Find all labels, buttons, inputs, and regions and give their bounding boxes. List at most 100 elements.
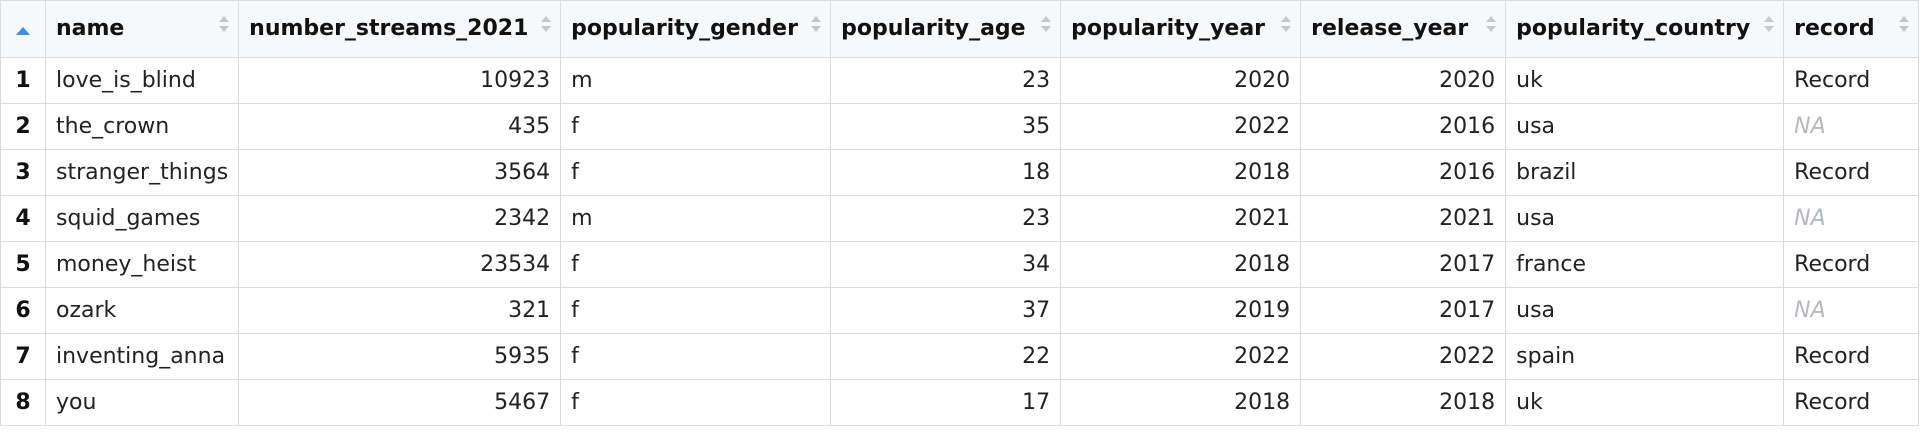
row-index-header[interactable] <box>0 0 46 58</box>
column-header-popularity-age[interactable]: popularity_age <box>830 0 1062 58</box>
table-cell: 2018 <box>1060 241 1302 288</box>
column-header-popularity-year[interactable]: popularity_year <box>1060 0 1302 58</box>
table-row: 5 money_heist 23534 f 34 2018 2017 france Record <box>0 241 1920 288</box>
table-cell: usa <box>1505 195 1785 242</box>
table-cell: m <box>560 57 832 104</box>
table-cell: f <box>560 103 832 150</box>
cell-na: NA <box>1783 287 1920 334</box>
table-cell: 2022 <box>1300 333 1507 380</box>
sort-ascending-icon <box>16 27 30 35</box>
table-cell: usa <box>1505 287 1785 334</box>
table-cell: stranger_things <box>44 149 240 196</box>
column-header-release-year[interactable]: release_year <box>1300 0 1507 58</box>
column-header-name[interactable]: name <box>44 0 240 58</box>
row-index: 7 <box>0 333 46 380</box>
table-cell: 23 <box>830 195 1062 242</box>
table-cell: Record <box>1783 379 1920 426</box>
table-cell: 2021 <box>1060 195 1302 242</box>
column-header-label: popularity_age <box>841 16 1026 41</box>
table-cell: Record <box>1783 57 1920 104</box>
sort-toggle-icon[interactable] <box>1899 16 1910 36</box>
table-cell: usa <box>1505 103 1785 150</box>
column-header-label: number_streams_2021 <box>249 16 529 41</box>
table-cell: brazil <box>1505 149 1785 196</box>
table-cell: 2017 <box>1300 287 1507 334</box>
table-cell: 5935 <box>238 333 562 380</box>
table-cell: 2020 <box>1060 57 1302 104</box>
table-cell: 2022 <box>1060 333 1302 380</box>
table-body: 1 love_is_blind 10923 m 23 2020 2020 uk Record 2 t… <box>0 57 1920 426</box>
table-cell: 2022 <box>1060 103 1302 150</box>
data-table: name number_streams_2021 popularity_gend… <box>0 0 1920 426</box>
table-cell: love_is_blind <box>44 57 240 104</box>
table-row: 7 inventing_anna 5935 f 22 2022 2022 spain Recor… <box>0 333 1920 380</box>
column-header-record[interactable]: record <box>1783 0 1920 58</box>
column-header-label: name <box>56 16 125 41</box>
table-row: 1 love_is_blind 10923 m 23 2020 2020 uk Record <box>0 57 1920 104</box>
table-cell: Record <box>1783 241 1920 288</box>
table-cell: uk <box>1505 379 1785 426</box>
row-index: 3 <box>0 149 46 196</box>
table-cell: 2018 <box>1060 379 1302 426</box>
table-cell: 2021 <box>1300 195 1507 242</box>
table-cell: 2020 <box>1300 57 1507 104</box>
table-cell: f <box>560 149 832 196</box>
column-header-label: popularity_country <box>1516 16 1751 41</box>
table-cell: the_crown <box>44 103 240 150</box>
header-row: name number_streams_2021 popularity_gend… <box>0 0 1920 58</box>
table-cell: m <box>560 195 832 242</box>
table-row: 3 stranger_things 3564 f 18 2018 2016 brazil Rec… <box>0 149 1920 196</box>
table-cell: money_heist <box>44 241 240 288</box>
table-cell: 17 <box>830 379 1062 426</box>
sort-toggle-icon[interactable] <box>1041 16 1052 36</box>
table-cell: 2018 <box>1300 379 1507 426</box>
column-header-popularity-gender[interactable]: popularity_gender <box>560 0 832 58</box>
table-cell: f <box>560 379 832 426</box>
column-header-number-streams-2021[interactable]: number_streams_2021 <box>238 0 562 58</box>
table-cell: 435 <box>238 103 562 150</box>
cell-na: NA <box>1783 103 1920 150</box>
table-cell: 10923 <box>238 57 562 104</box>
table-cell: 2016 <box>1300 103 1507 150</box>
table-cell: spain <box>1505 333 1785 380</box>
column-header-label: record <box>1794 16 1875 41</box>
table-cell: 37 <box>830 287 1062 334</box>
table-cell: 5467 <box>238 379 562 426</box>
table-cell: 2016 <box>1300 149 1507 196</box>
table-cell: 22 <box>830 333 1062 380</box>
table-cell: f <box>560 287 832 334</box>
table-cell: 2019 <box>1060 287 1302 334</box>
table-cell: Record <box>1783 333 1920 380</box>
sort-toggle-icon[interactable] <box>1486 16 1497 36</box>
sort-toggle-icon[interactable] <box>541 16 552 36</box>
table-cell: 2017 <box>1300 241 1507 288</box>
column-header-label: release_year <box>1311 16 1469 41</box>
table-cell: 2342 <box>238 195 562 242</box>
table-row: 2 the_crown 435 f 35 2022 2016 usa NA <box>0 103 1920 150</box>
row-index: 2 <box>0 103 46 150</box>
sort-toggle-icon[interactable] <box>811 16 822 36</box>
row-index: 6 <box>0 287 46 334</box>
table-cell: f <box>560 333 832 380</box>
row-index: 4 <box>0 195 46 242</box>
table-cell: 3564 <box>238 149 562 196</box>
table-cell: Record <box>1783 149 1920 196</box>
column-header-popularity-country[interactable]: popularity_country <box>1505 0 1785 58</box>
sort-toggle-icon[interactable] <box>219 16 230 36</box>
table-cell: 35 <box>830 103 1062 150</box>
table-cell: uk <box>1505 57 1785 104</box>
table-cell: ozark <box>44 287 240 334</box>
sort-toggle-icon[interactable] <box>1281 16 1292 36</box>
row-index: 1 <box>0 57 46 104</box>
table-cell: 23 <box>830 57 1062 104</box>
table-cell: inventing_anna <box>44 333 240 380</box>
table-cell: f <box>560 241 832 288</box>
table-row: 4 squid_games 2342 m 23 2021 2021 usa NA <box>0 195 1920 242</box>
sort-toggle-icon[interactable] <box>1764 16 1775 36</box>
table-cell: 18 <box>830 149 1062 196</box>
table-cell: 23534 <box>238 241 562 288</box>
cell-na: NA <box>1783 195 1920 242</box>
row-index: 8 <box>0 379 46 426</box>
table-row: 6 ozark 321 f 37 2019 2017 usa NA <box>0 287 1920 334</box>
